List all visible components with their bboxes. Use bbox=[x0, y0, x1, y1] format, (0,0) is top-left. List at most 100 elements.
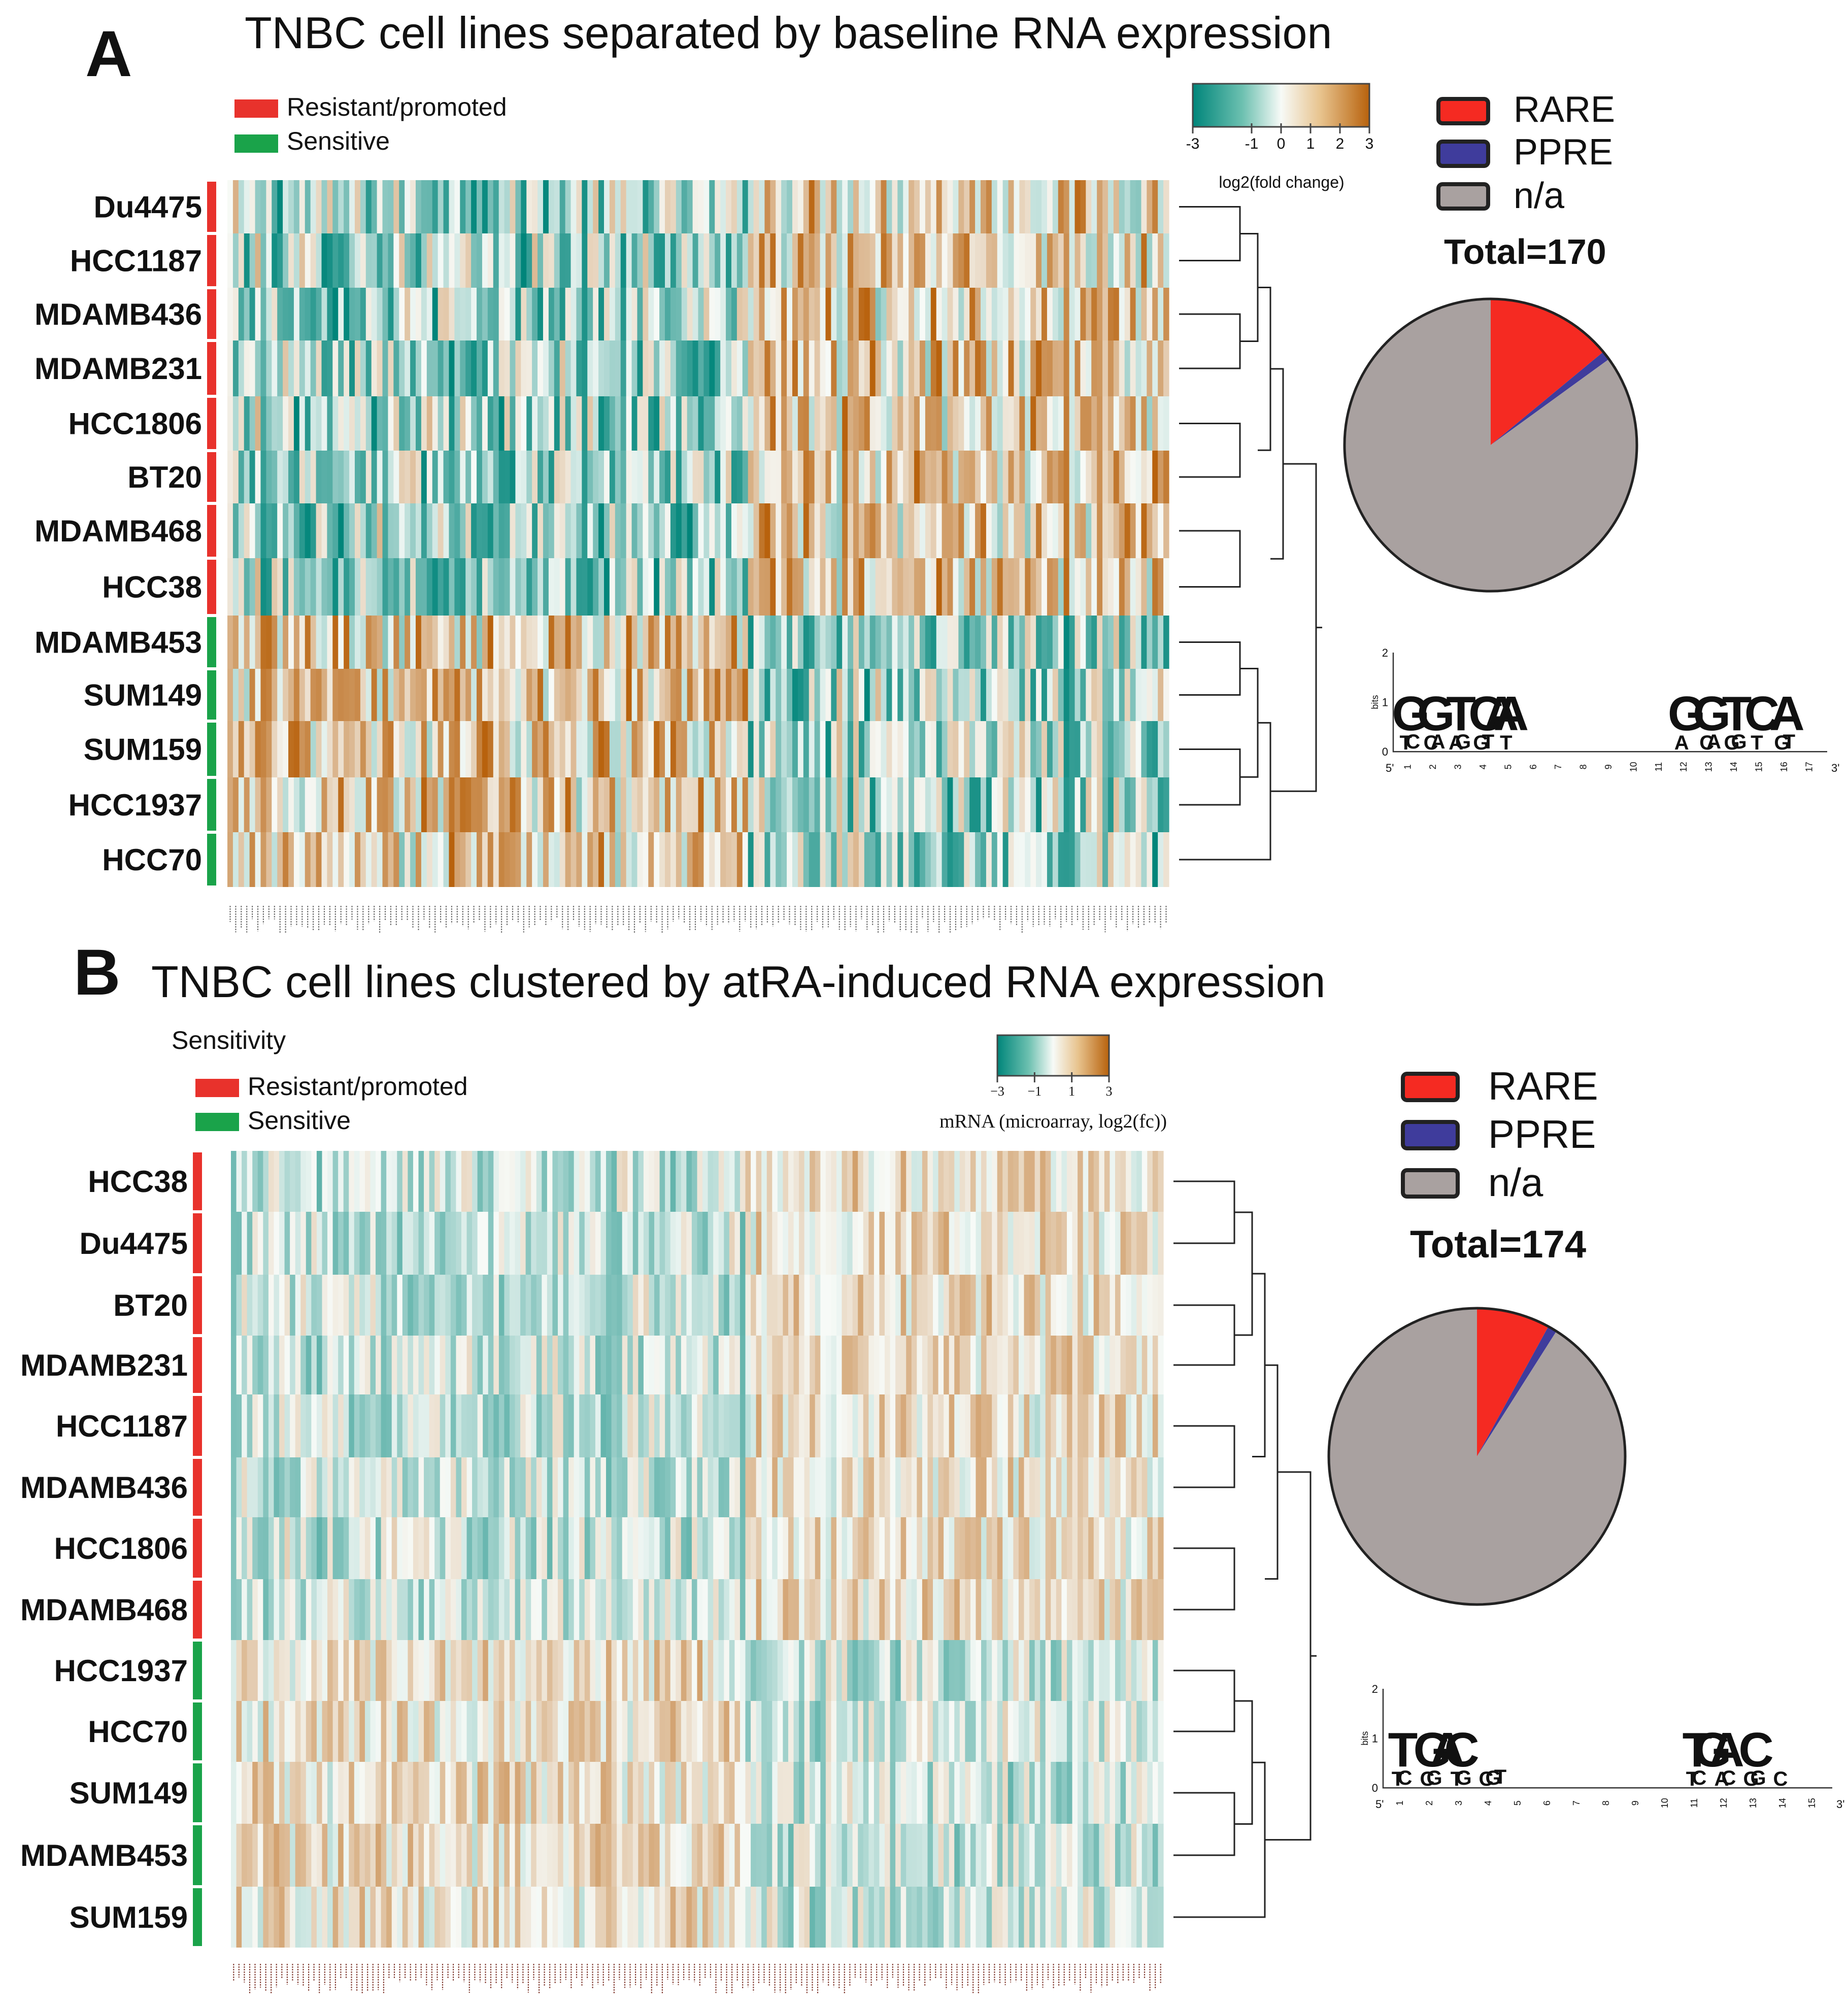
heat-cell bbox=[799, 1457, 805, 1517]
heat-cell bbox=[488, 1457, 494, 1517]
heat-cell bbox=[1107, 503, 1114, 558]
heat-cell bbox=[831, 1212, 837, 1275]
heat-cell bbox=[283, 288, 289, 340]
heat-cell bbox=[1063, 558, 1070, 616]
heat-cell bbox=[831, 1579, 837, 1640]
heat-cell bbox=[450, 1640, 457, 1701]
heat-cell bbox=[249, 340, 256, 396]
heat-cell bbox=[792, 180, 798, 233]
heat-cell bbox=[327, 616, 333, 669]
heat-cell bbox=[255, 503, 261, 558]
heat-cell bbox=[938, 1212, 944, 1275]
heat-cell bbox=[1013, 1517, 1019, 1579]
heat-cell bbox=[477, 503, 483, 558]
heat-cell bbox=[848, 233, 854, 288]
group-bar-hcc1187 bbox=[207, 235, 216, 286]
heat-cell bbox=[1115, 1517, 1121, 1579]
heat-cell bbox=[600, 1701, 607, 1762]
heat-cell bbox=[236, 1887, 242, 1948]
heat-cell bbox=[686, 1394, 692, 1457]
heat-cell bbox=[792, 503, 798, 558]
heat-cell bbox=[471, 396, 477, 451]
heat-cell bbox=[316, 777, 322, 832]
heat-cell bbox=[306, 1394, 312, 1457]
heat-cell bbox=[792, 558, 798, 616]
heat-cell bbox=[568, 1151, 575, 1212]
heat-cell bbox=[388, 616, 394, 669]
heat-cell bbox=[954, 1394, 960, 1457]
heat-cell bbox=[321, 669, 328, 721]
heat-cell bbox=[825, 1212, 832, 1275]
heat-cell bbox=[736, 451, 743, 503]
heat-cell bbox=[227, 340, 233, 396]
heat-cell bbox=[764, 558, 770, 616]
heat-cell bbox=[295, 1457, 301, 1517]
heat-cell bbox=[947, 721, 954, 777]
heat-cell bbox=[552, 1887, 558, 1948]
heat-cell bbox=[1136, 1517, 1143, 1579]
heat-cell bbox=[1019, 616, 1025, 669]
heat-cell bbox=[1047, 340, 1053, 396]
heat-cell bbox=[576, 777, 582, 832]
heat-cell bbox=[332, 1824, 339, 1887]
heat-cell bbox=[949, 1640, 955, 1701]
heat-cell bbox=[792, 340, 798, 396]
heat-cell bbox=[875, 340, 882, 396]
heat-cell bbox=[868, 1336, 875, 1394]
heat-cell bbox=[388, 451, 394, 503]
heat-cell bbox=[868, 1640, 875, 1701]
heat-cell bbox=[858, 1517, 864, 1579]
heat-cell bbox=[686, 1762, 692, 1824]
heat-cell bbox=[766, 1212, 772, 1275]
heat-cell bbox=[917, 1517, 923, 1579]
heat-cell bbox=[465, 832, 472, 887]
heat-cell bbox=[873, 1701, 880, 1762]
heat-cell bbox=[434, 1151, 441, 1212]
heat-cell bbox=[418, 1151, 424, 1212]
heat-cell bbox=[895, 1824, 901, 1887]
heat-cell bbox=[626, 832, 632, 887]
heat-cell bbox=[386, 1457, 392, 1517]
heat-cell bbox=[465, 451, 472, 503]
heat-cell bbox=[1008, 832, 1015, 887]
heat-cell bbox=[510, 832, 516, 887]
heat-cell bbox=[745, 1887, 751, 1948]
heat-cell bbox=[397, 1151, 403, 1212]
heat-cell bbox=[410, 180, 416, 233]
heat-cell bbox=[959, 1887, 965, 1948]
heat-cell bbox=[724, 1336, 730, 1394]
heat-cell bbox=[1130, 340, 1136, 396]
heat-cell bbox=[1097, 180, 1103, 233]
heat-cell bbox=[1113, 832, 1120, 887]
heat-cell bbox=[1104, 1394, 1111, 1457]
heat-cell bbox=[227, 832, 233, 887]
heat-cell bbox=[627, 1701, 633, 1762]
heat-cell bbox=[793, 1151, 799, 1212]
heat-cell bbox=[244, 396, 250, 451]
heat-cell bbox=[354, 1579, 360, 1640]
heat-cell bbox=[947, 558, 954, 616]
heat-cell bbox=[698, 288, 704, 340]
heat-cell bbox=[421, 669, 427, 721]
heat-cell bbox=[593, 558, 599, 616]
heat-cell bbox=[793, 1336, 799, 1394]
heat-cell bbox=[570, 558, 577, 616]
heat-cell bbox=[574, 1212, 580, 1275]
heat-cell bbox=[751, 1394, 757, 1457]
heat-cell bbox=[1013, 1151, 1019, 1212]
heat-cell bbox=[510, 340, 516, 396]
heat-cell bbox=[903, 340, 909, 396]
heat-cell bbox=[321, 340, 328, 396]
heat-cell bbox=[1008, 558, 1015, 616]
colorbar-b-ticks: −3 −1 1 3 bbox=[990, 1072, 1113, 1099]
heat-cell bbox=[759, 288, 765, 340]
heat-cell bbox=[1113, 777, 1120, 832]
heat-cell bbox=[708, 1212, 714, 1275]
heat-cell bbox=[942, 669, 948, 721]
heat-cell bbox=[654, 288, 660, 340]
dendrogram-a bbox=[1179, 206, 1322, 861]
heat-cell bbox=[488, 1212, 494, 1275]
heat-cell bbox=[697, 1887, 703, 1948]
heat-cell bbox=[1120, 1701, 1126, 1762]
heat-cell bbox=[753, 233, 760, 288]
